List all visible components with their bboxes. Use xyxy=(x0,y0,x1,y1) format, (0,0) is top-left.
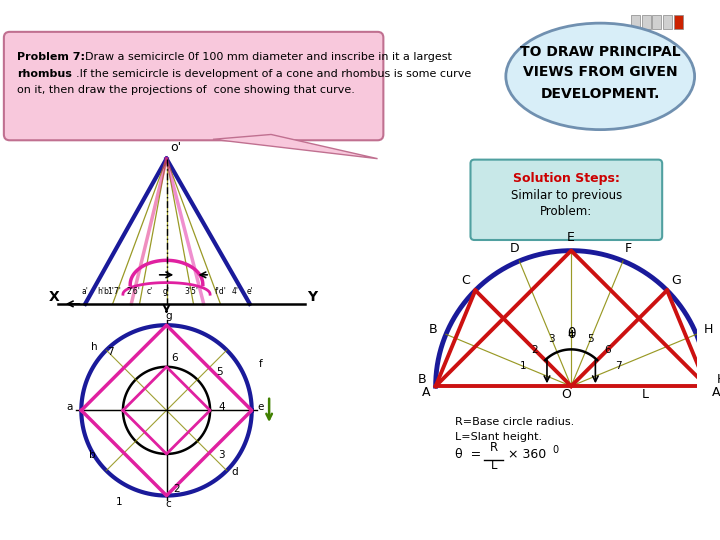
Text: Problem:: Problem: xyxy=(540,205,593,218)
Text: on it, then draw the projections of  cone showing that curve.: on it, then draw the projections of cone… xyxy=(17,85,355,95)
Text: a: a xyxy=(66,402,73,413)
Text: H: H xyxy=(716,373,720,386)
Text: 1'7': 1'7' xyxy=(107,287,121,296)
Text: 5: 5 xyxy=(588,334,594,343)
Text: 5: 5 xyxy=(216,367,222,377)
Text: Y: Y xyxy=(307,290,317,304)
Text: Draw a semicircle 0f 100 mm diameter and inscribe in it a largest: Draw a semicircle 0f 100 mm diameter and… xyxy=(85,52,452,62)
Text: E: E xyxy=(567,231,575,244)
Text: L=Slant height.: L=Slant height. xyxy=(455,433,542,442)
Text: 4: 4 xyxy=(568,329,575,340)
Text: Solution Steps:: Solution Steps: xyxy=(513,172,620,185)
Text: 6: 6 xyxy=(171,353,179,362)
Text: g: g xyxy=(165,312,172,321)
Text: 3'5': 3'5' xyxy=(185,287,199,296)
Text: × 360: × 360 xyxy=(508,448,546,461)
Bar xyxy=(631,16,640,29)
Text: D: D xyxy=(509,242,519,255)
FancyBboxPatch shape xyxy=(4,32,383,140)
Bar xyxy=(663,16,672,29)
Polygon shape xyxy=(213,134,377,159)
Text: VIEWS FROM GIVEN: VIEWS FROM GIVEN xyxy=(523,65,678,78)
Text: A: A xyxy=(712,386,720,399)
Text: c': c' xyxy=(147,287,153,296)
Text: 2: 2 xyxy=(174,484,180,494)
Text: o': o' xyxy=(171,141,181,154)
Text: 1: 1 xyxy=(521,361,527,372)
Text: Problem 7:: Problem 7: xyxy=(17,52,86,62)
FancyBboxPatch shape xyxy=(470,160,662,240)
Ellipse shape xyxy=(506,23,695,130)
Text: g': g' xyxy=(163,287,170,296)
Text: .If the semicircle is development of a cone and rhombus is some curve: .If the semicircle is development of a c… xyxy=(76,69,471,79)
Text: TO DRAW PRINCIPAL: TO DRAW PRINCIPAL xyxy=(520,45,680,59)
Text: rhombus: rhombus xyxy=(17,69,72,79)
Text: 3: 3 xyxy=(219,450,225,460)
Text: A: A xyxy=(422,386,431,399)
Text: 0: 0 xyxy=(553,445,559,455)
Text: e': e' xyxy=(246,287,253,296)
Text: B: B xyxy=(429,322,438,336)
Text: 3: 3 xyxy=(548,334,555,343)
Bar xyxy=(652,16,661,29)
Text: L: L xyxy=(490,460,497,472)
Text: 4: 4 xyxy=(219,402,225,413)
Text: 7: 7 xyxy=(107,347,113,357)
Text: 7: 7 xyxy=(616,361,622,372)
Text: 4': 4' xyxy=(232,287,239,296)
Text: b: b xyxy=(89,450,95,460)
Text: θ  =: θ = xyxy=(455,448,481,461)
Text: X: X xyxy=(48,290,59,304)
Text: d: d xyxy=(231,467,238,477)
Text: DEVELOPMENT.: DEVELOPMENT. xyxy=(541,87,660,101)
Text: h'b': h'b' xyxy=(97,287,112,296)
Text: a': a' xyxy=(82,287,89,296)
Text: Similar to previous: Similar to previous xyxy=(510,189,622,202)
Text: O: O xyxy=(562,388,571,401)
Text: B: B xyxy=(418,373,426,386)
Text: c: c xyxy=(166,500,171,509)
Text: R: R xyxy=(490,441,498,454)
Text: G: G xyxy=(672,274,681,287)
Text: 6: 6 xyxy=(604,345,611,355)
Text: f: f xyxy=(258,359,262,368)
Text: 2'6': 2'6' xyxy=(127,287,140,296)
Text: L: L xyxy=(642,388,649,401)
Text: f'd': f'd' xyxy=(215,287,227,296)
Text: C: C xyxy=(462,274,470,287)
Text: 2: 2 xyxy=(531,345,538,355)
Text: h: h xyxy=(91,342,98,352)
Text: θ: θ xyxy=(567,327,575,341)
Bar xyxy=(674,16,683,29)
Text: e: e xyxy=(257,402,264,413)
Text: 1: 1 xyxy=(116,497,122,508)
Bar xyxy=(642,16,651,29)
Text: H: H xyxy=(704,322,714,336)
Text: F: F xyxy=(625,242,631,255)
Text: R=Base circle radius.: R=Base circle radius. xyxy=(455,417,575,427)
